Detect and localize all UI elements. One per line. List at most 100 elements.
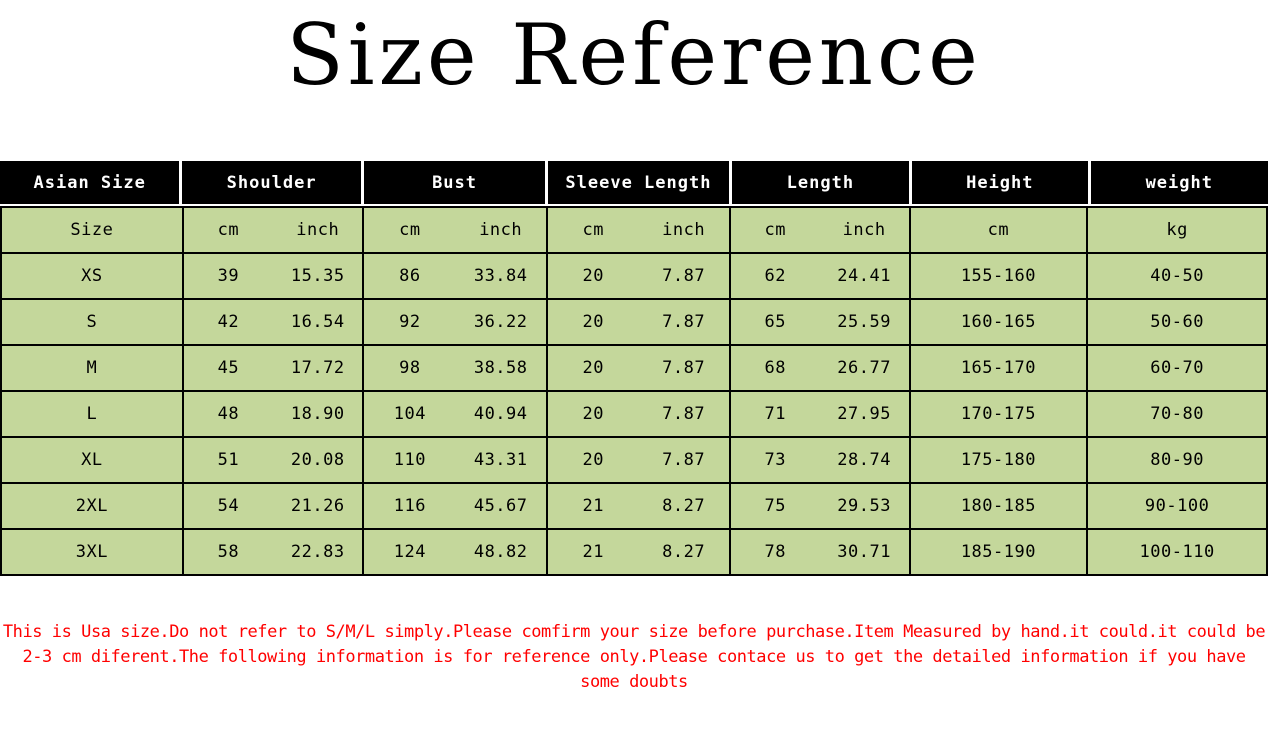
shoulder-cm-value: 45: [217, 358, 240, 378]
height-value: 180-185: [910, 484, 1087, 528]
sleeve-values: 21 8.27: [548, 530, 729, 574]
bust-values: 86 33.84: [364, 254, 547, 298]
subheader-size-label: Size: [2, 208, 182, 252]
length-values: 71 27.95: [730, 392, 909, 436]
sleeve-cm-value: 20: [582, 404, 604, 424]
bust-inch-value: 43.31: [473, 450, 528, 470]
weight-value: 100-110: [1088, 530, 1266, 574]
weight-value: 50-60: [1088, 300, 1266, 344]
col-header-shoulder: Shoulder: [182, 161, 361, 204]
sleeve-inch-value: 7.87: [662, 312, 706, 332]
height-value: 170-175: [910, 392, 1087, 436]
length-inch-value: 26.77: [837, 358, 891, 378]
shoulder-values: 48 18.90: [183, 392, 363, 436]
shoulder-inch-value: 15.35: [290, 266, 345, 286]
unit-cm-label: cm: [582, 220, 604, 240]
length-values: 65 25.59: [730, 300, 909, 344]
sleeve-cm-value: 20: [582, 266, 604, 286]
length-values: 78 30.71: [730, 530, 909, 574]
subheader-weight-unit: kg: [1088, 208, 1266, 252]
col-header-length: Length: [731, 161, 910, 204]
sleeve-inch-value: 8.27: [662, 496, 706, 516]
bust-inch-value: 45.67: [473, 496, 528, 516]
bust-values: 110 43.31: [364, 438, 547, 482]
bust-cm-value: 86: [399, 266, 421, 286]
length-cm-value: 73: [764, 450, 786, 470]
table-header-row: Asian Size Shoulder Bust Sleeve Length L…: [0, 161, 1268, 204]
disclaimer-note: This is Usa size.Do not refer to S/M/L s…: [2, 622, 1266, 692]
sleeve-inch-value: 7.87: [662, 358, 706, 378]
subheader-length-units: cm inch: [730, 208, 909, 252]
shoulder-inch-value: 21.26: [290, 496, 345, 516]
col-header-asian-size: Asian Size: [0, 161, 180, 204]
bust-cm-value: 124: [393, 542, 426, 562]
size-cell: L: [2, 392, 182, 436]
length-values: 68 26.77: [730, 346, 909, 390]
shoulder-cm-value: 54: [217, 496, 240, 516]
sleeve-cm-value: 20: [582, 312, 604, 332]
weight-value: 90-100: [1088, 484, 1266, 528]
unit-inch-label: inch: [296, 220, 340, 240]
height-value: 165-170: [910, 346, 1087, 390]
sleeve-cm-value: 20: [582, 358, 604, 378]
length-cm-value: 75: [764, 496, 786, 516]
bust-values: 124 48.82: [364, 530, 547, 574]
shoulder-inch-value: 17.72: [290, 358, 345, 378]
sleeve-values: 21 8.27: [548, 484, 729, 528]
subheader-sleeve-units: cm inch: [548, 208, 729, 252]
size-cell: 3XL: [2, 530, 182, 574]
sleeve-values: 20 7.87: [548, 392, 729, 436]
sleeve-values: 20 7.87: [548, 254, 729, 298]
bust-cm-value: 104: [393, 404, 426, 424]
weight-value: 60-70: [1088, 346, 1266, 390]
length-values: 75 29.53: [730, 484, 909, 528]
col-header-height: Height: [912, 161, 1088, 204]
shoulder-cm-value: 48: [217, 404, 240, 424]
shoulder-inch-value: 18.90: [290, 404, 345, 424]
length-cm-value: 71: [764, 404, 786, 424]
shoulder-values: 42 16.54: [183, 300, 363, 344]
subheader-bust-units: cm inch: [364, 208, 547, 252]
length-values: 62 24.41: [730, 254, 909, 298]
length-inch-value: 25.59: [837, 312, 891, 332]
size-cell: XS: [2, 254, 182, 298]
bust-values: 104 40.94: [364, 392, 547, 436]
unit-inch-label: inch: [842, 220, 886, 240]
height-value: 175-180: [910, 438, 1087, 482]
unit-inch-label: inch: [479, 220, 523, 240]
shoulder-cm-value: 42: [217, 312, 240, 332]
bust-cm-value: 110: [393, 450, 426, 470]
sleeve-inch-value: 7.87: [662, 404, 706, 424]
sleeve-values: 20 7.87: [548, 438, 729, 482]
sleeve-inch-value: 7.87: [662, 266, 706, 286]
height-value: 185-190: [910, 530, 1087, 574]
bust-inch-value: 36.22: [473, 312, 528, 332]
size-cell: M: [2, 346, 182, 390]
shoulder-cm-value: 39: [217, 266, 240, 286]
length-inch-value: 27.95: [837, 404, 891, 424]
weight-value: 70-80: [1088, 392, 1266, 436]
bust-inch-value: 48.82: [473, 542, 528, 562]
shoulder-values: 39 15.35: [183, 254, 363, 298]
bust-inch-value: 33.84: [473, 266, 528, 286]
shoulder-values: 58 22.83: [183, 530, 363, 574]
shoulder-values: 54 21.26: [183, 484, 363, 528]
bust-values: 92 36.22: [364, 300, 547, 344]
bust-inch-value: 40.94: [473, 404, 528, 424]
shoulder-inch-value: 22.83: [290, 542, 345, 562]
bust-cm-value: 116: [393, 496, 426, 516]
shoulder-inch-value: 20.08: [290, 450, 345, 470]
bust-inch-value: 38.58: [473, 358, 528, 378]
bust-cm-value: 92: [399, 312, 421, 332]
length-inch-value: 24.41: [837, 266, 891, 286]
shoulder-cm-value: 51: [217, 450, 240, 470]
length-cm-value: 65: [764, 312, 786, 332]
size-reference-table: Asian Size Shoulder Bust Sleeve Length L…: [0, 161, 1268, 576]
unit-cm-label: cm: [217, 220, 240, 240]
sleeve-values: 20 7.87: [548, 300, 729, 344]
unit-cm-label: cm: [399, 220, 421, 240]
col-header-sleeve-length: Sleeve Length: [548, 161, 729, 204]
col-header-weight: weight: [1090, 161, 1268, 204]
length-inch-value: 29.53: [837, 496, 891, 516]
title-area: Size Reference: [0, 0, 1268, 161]
